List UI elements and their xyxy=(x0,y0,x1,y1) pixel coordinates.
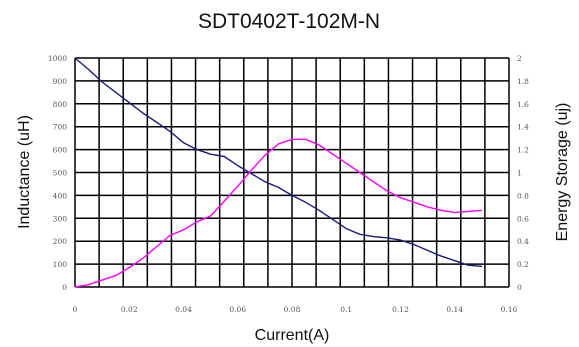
y-tick-label: 1000 xyxy=(48,54,67,63)
chart-title: SDT0402T-102M-N xyxy=(198,10,380,33)
y2-tick-label: 0.8 xyxy=(517,191,529,200)
x-tick-label: 0.08 xyxy=(284,305,301,314)
y2-tick-label: 0 xyxy=(517,283,522,292)
y2-tick-label: 1.8 xyxy=(517,77,529,86)
y2-tick-label: 0.6 xyxy=(517,214,529,223)
y2-tick-label: 1.4 xyxy=(517,123,529,132)
y-tick-label: 800 xyxy=(53,100,68,109)
x-tick-label: 0.02 xyxy=(121,305,138,314)
y-tick-label: 0 xyxy=(62,283,67,292)
y-tick-label: 200 xyxy=(53,237,68,246)
x-tick-label: 0.12 xyxy=(392,305,409,314)
y2-tick-label: 1.2 xyxy=(517,146,529,155)
y-tick-label: 700 xyxy=(53,123,68,132)
inductance-line xyxy=(74,57,482,268)
y-tick-label: 300 xyxy=(53,214,68,223)
y-tick-label: 600 xyxy=(53,146,68,155)
y-tick-label: 500 xyxy=(53,169,68,178)
x-tick-label: 0.04 xyxy=(175,305,192,314)
y2-tick-label: 2 xyxy=(517,54,522,63)
y-tick-label: 400 xyxy=(53,191,68,200)
y2-tick-label: 1.6 xyxy=(517,100,529,109)
x-axis-label: Current(A) xyxy=(255,327,330,344)
grid xyxy=(74,57,510,288)
series-layer xyxy=(74,57,482,288)
energy-storage-line xyxy=(74,138,482,288)
y-tick-label: 900 xyxy=(53,77,68,86)
y2-tick-label: 1 xyxy=(517,169,522,178)
x-tick-label: 0.16 xyxy=(501,305,518,314)
y2-tick-label: 0.4 xyxy=(517,237,529,246)
y2-tick-label: 0.2 xyxy=(517,260,529,269)
y-tick-label: 100 xyxy=(53,260,68,269)
tick-labels: 0 0.02 0.04 0.06 0.08 0.1 0.12 0.14 0.16 0 100 200 3… xyxy=(48,54,529,314)
x-tick-label: 0.06 xyxy=(229,305,246,314)
x-tick-label: 0 xyxy=(73,305,78,314)
x-tick-label: 0.14 xyxy=(446,305,463,314)
y2-axis-label: Energy Storage (uj) xyxy=(554,103,571,242)
y-axis-label: Inductance (uH) xyxy=(16,115,33,229)
x-tick-label: 0.1 xyxy=(340,305,352,314)
